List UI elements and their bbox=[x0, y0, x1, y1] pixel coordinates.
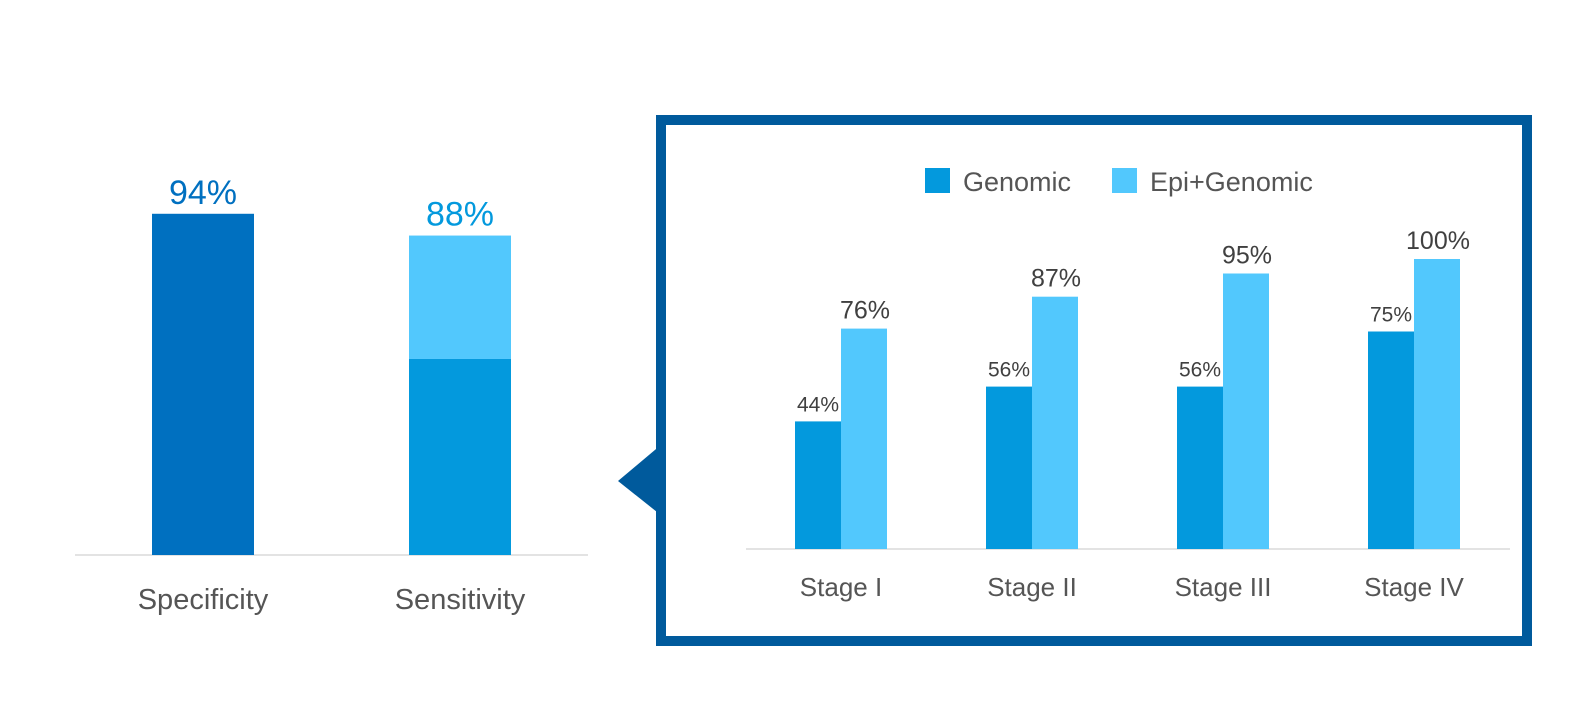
sensitivity-category-label: Sensitivity bbox=[395, 584, 526, 616]
stage-iii-genomic-bar bbox=[1177, 386, 1223, 549]
stage-i-genomic-value-label: 44% bbox=[797, 393, 839, 416]
stage-i-category-label: Stage I bbox=[800, 572, 882, 602]
overall-performance-chart: 94% Specificity 88% Sensitivity bbox=[75, 174, 588, 616]
specificity-bar bbox=[152, 213, 254, 555]
left-chart-labels: 94% Specificity 88% Sensitivity bbox=[138, 174, 526, 616]
stage-iii-category-label: Stage III bbox=[1175, 572, 1272, 602]
stage-iv-genomic-value-label: 75% bbox=[1370, 304, 1412, 327]
stage-iv-epi-genomic-value-label: 100% bbox=[1406, 227, 1470, 255]
stage-iii-genomic-value-label: 56% bbox=[1179, 359, 1221, 382]
chart-legend: Genomic Epi+Genomic bbox=[925, 167, 1313, 197]
left-chart-bars bbox=[152, 213, 511, 555]
sensitivity-epi-genomic-bar bbox=[409, 235, 511, 359]
stage-iv-genomic-bar bbox=[1368, 331, 1414, 549]
callout-pointer bbox=[618, 444, 662, 516]
stage-sensitivity-chart: Genomic Epi+Genomic 44% 76% Stage I 56% 87% St… bbox=[746, 167, 1510, 602]
stage-iii-epi-genomic-value-label: 95% bbox=[1222, 242, 1272, 270]
stage-ii-epi-genomic-bar bbox=[1032, 296, 1078, 549]
right-chart-bars bbox=[795, 259, 1460, 549]
epi-genomic-legend-swatch bbox=[1112, 168, 1137, 193]
stage-iv-category-label: Stage IV bbox=[1364, 572, 1464, 602]
stage-i-epi-genomic-value-label: 76% bbox=[840, 297, 890, 325]
right-chart-labels: 44% 76% Stage I 56% 87% Stage II 56% 95% Stage I… bbox=[797, 227, 1470, 602]
sensitivity-genomic-bar bbox=[409, 358, 511, 555]
sensitivity-value-label: 88% bbox=[426, 196, 494, 234]
stage-iii-epi-genomic-bar bbox=[1223, 273, 1269, 549]
stage-iv-epi-genomic-bar bbox=[1414, 259, 1460, 549]
genomic-legend-swatch bbox=[925, 168, 950, 193]
stage-i-epi-genomic-bar bbox=[841, 328, 887, 549]
epi-genomic-legend-label: Epi+Genomic bbox=[1150, 167, 1313, 197]
stage-ii-genomic-bar bbox=[986, 386, 1032, 549]
stage-i-genomic-bar bbox=[795, 421, 841, 549]
stage-ii-category-label: Stage II bbox=[987, 572, 1077, 602]
genomic-legend-label: Genomic bbox=[963, 167, 1071, 197]
stage-ii-epi-genomic-value-label: 87% bbox=[1031, 265, 1081, 293]
specificity-category-label: Specificity bbox=[138, 584, 269, 616]
stage-ii-genomic-value-label: 56% bbox=[988, 359, 1030, 382]
specificity-value-label: 94% bbox=[169, 174, 237, 212]
